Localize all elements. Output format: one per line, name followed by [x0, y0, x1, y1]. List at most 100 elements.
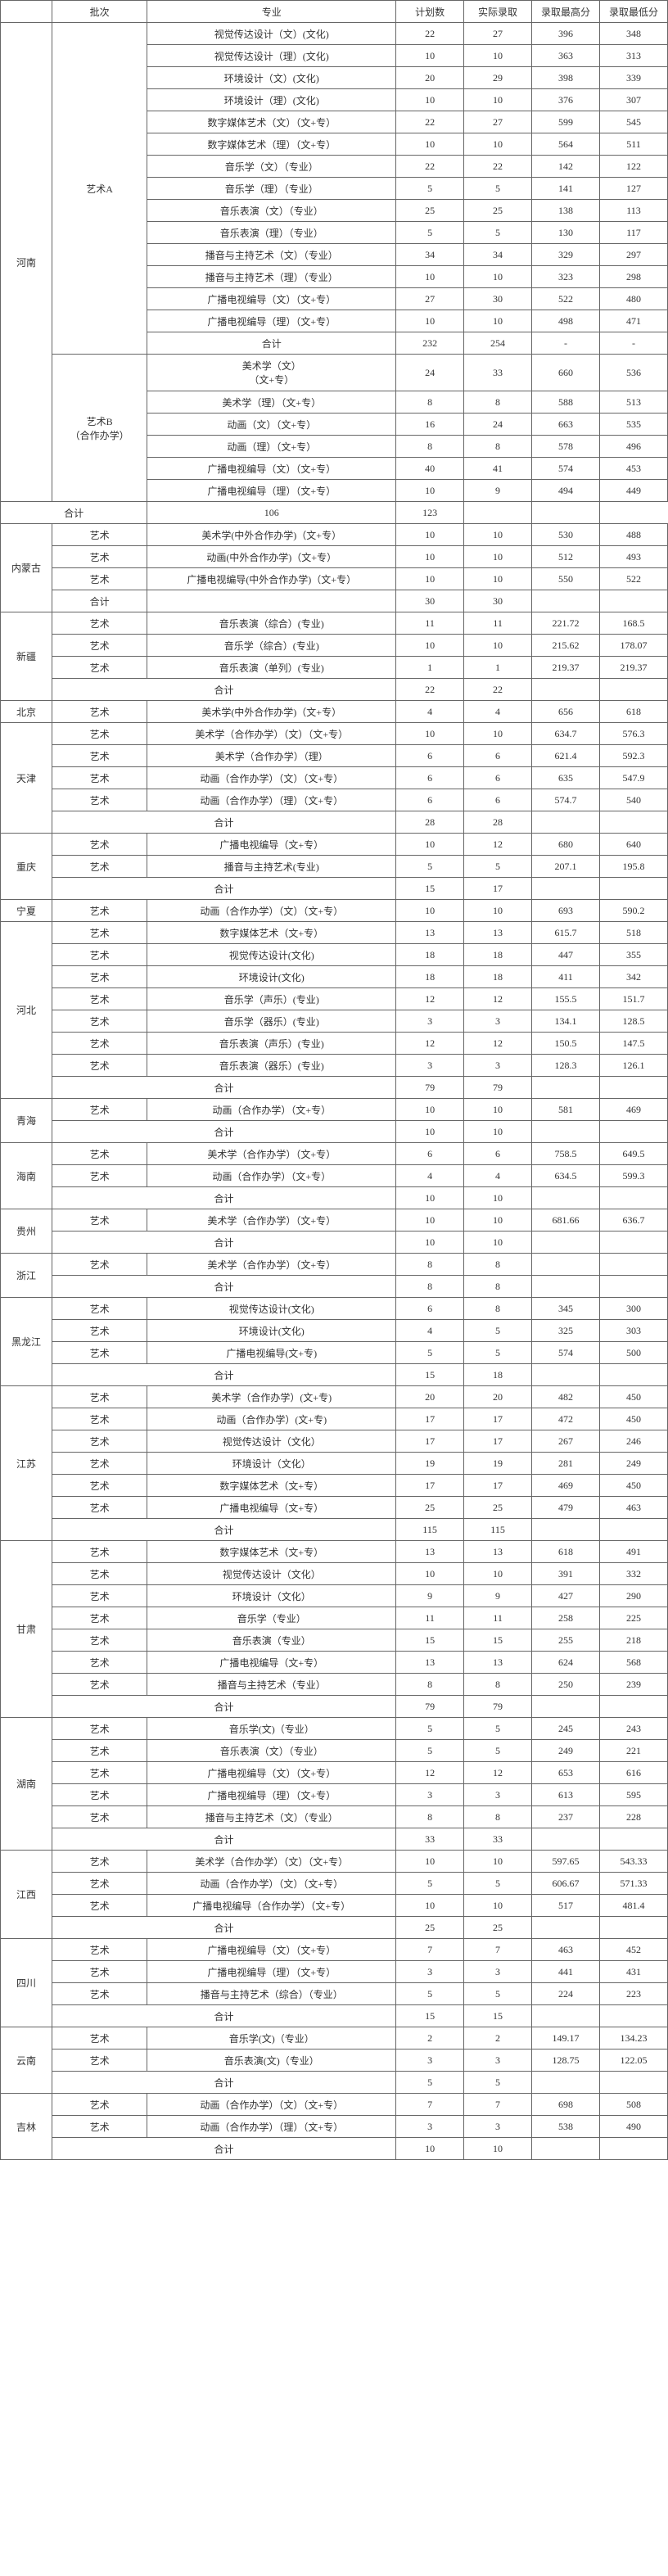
cell-batch: 艺术 [52, 1010, 147, 1033]
cell-min: 332 [600, 1563, 668, 1585]
cell-plan: 4 [396, 701, 464, 723]
cell-min: 511 [600, 133, 668, 156]
cell-plan: 40 [396, 458, 464, 480]
table-row: 甘肃艺术数字媒体艺术（文+专）1313618491 [1, 1541, 668, 1563]
cell-major: 美术学（合作办学）（理） [147, 745, 396, 767]
table-row: 艺术环境设计(文化)45325303 [1, 1320, 668, 1342]
cell-major: 美术学（文） （文+专） [147, 355, 396, 391]
cell-min: 122 [600, 156, 668, 178]
cell-actual: 8 [464, 1674, 532, 1696]
cell-plan: 5 [396, 856, 464, 878]
cell-actual: 8 [464, 1254, 532, 1276]
cell-plan: 5 [396, 178, 464, 200]
cell-max: 411 [532, 966, 600, 988]
cell-batch: 艺术 [52, 834, 147, 856]
table-row: 艺术动画(中外合作办学)（文+专）1010512493 [1, 546, 668, 568]
cell-major: 美术学（理）（文+专） [147, 391, 396, 414]
cell-plan: 22 [396, 111, 464, 133]
admissions-table: 批次 专业 计划数 实际录取 录取最高分 录取最低分 河南艺术A视觉传达设计（文… [0, 0, 668, 2160]
cell-max [532, 878, 600, 900]
cell-min: 568 [600, 1652, 668, 1674]
cell-major: 环境设计（理）(文化) [147, 89, 396, 111]
cell-province: 四川 [1, 1939, 52, 2027]
cell-major: 音乐学（文）（专业） [147, 156, 396, 178]
cell-batch: 艺术 [52, 1209, 147, 1232]
cell-actual: 10 [464, 900, 532, 922]
cell-actual: 20 [464, 1386, 532, 1408]
cell-actual: 10 [464, 1187, 532, 1209]
cell-max [532, 2072, 600, 2094]
table-row: 江苏艺术美术学（合作办学）(文+专)2020482450 [1, 1386, 668, 1408]
cell-batch: 艺术 [52, 546, 147, 568]
cell-batch: 艺术 [52, 1475, 147, 1497]
cell-min: 239 [600, 1674, 668, 1696]
cell-plan: 7 [396, 2094, 464, 2116]
cell-actual: 1 [464, 657, 532, 679]
cell-major: 广播电视编导（文+专） [147, 834, 396, 856]
cell-max: 550 [532, 568, 600, 590]
table-row: 艺术音乐表演（单列）(专业)11219.37219.37 [1, 657, 668, 679]
cell-actual: 3 [464, 1010, 532, 1033]
cell-max: - [532, 332, 600, 355]
cell-actual: 7 [464, 2094, 532, 2116]
cell-plan: 22 [396, 156, 464, 178]
cell-subtotal: 合计 [52, 1828, 395, 1851]
cell-actual: 79 [464, 1696, 532, 1718]
cell-actual: 6 [464, 745, 532, 767]
cell-max: 258 [532, 1607, 600, 1629]
cell-max: 597.65 [532, 1851, 600, 1873]
cell-min: 300 [600, 1298, 668, 1320]
cell-max [532, 1364, 600, 1386]
cell-plan: 15 [396, 1629, 464, 1652]
cell-min [600, 1828, 668, 1851]
cell-min [600, 1187, 668, 1209]
table-row: 艺术动画（合作办学）（文）（文+专）55606.67571.33 [1, 1873, 668, 1895]
cell-major: 音乐表演（综合）(专业) [147, 612, 396, 635]
cell-max: 512 [532, 546, 600, 568]
table-row: 黑龙江艺术视觉传达设计(文化)68345300 [1, 1298, 668, 1320]
cell-batch: 艺术 [52, 1784, 147, 1806]
cell-max: 530 [532, 524, 600, 546]
header-batch: 批次 [52, 1, 147, 23]
cell-major: 音乐表演（声乐）(专业) [147, 1033, 396, 1055]
cell-max: 498 [532, 310, 600, 332]
cell-major: 美术学（合作办学）（文）（文+专） [147, 1851, 396, 1873]
cell-min [600, 1077, 668, 1099]
table-row: 艺术数字媒体艺术（文+专）1717469450 [1, 1475, 668, 1497]
cell-batch: 艺术 [52, 2116, 147, 2138]
cell-major: 广播电视编导(中外合作办学)（文+专） [147, 568, 396, 590]
cell-max [532, 1187, 600, 1209]
cell-actual: 3 [464, 1784, 532, 1806]
cell-max: 221.72 [532, 612, 600, 635]
cell-plan: 20 [396, 67, 464, 89]
cell-actual: 9 [464, 480, 532, 502]
cell-major: 动画（合作办学）（文）（文+专） [147, 2094, 396, 2116]
table-row: 艺术音乐表演（器乐）(专业)33128.3126.1 [1, 1055, 668, 1077]
cell-plan: 15 [396, 878, 464, 900]
cell-major [147, 590, 396, 612]
cell-major: 动画（合作办学）（文）（文+专） [147, 1873, 396, 1895]
cell-max: 624 [532, 1652, 600, 1674]
cell-max: 224 [532, 1983, 600, 2005]
cell-batch: 艺术 [52, 1585, 147, 1607]
cell-max: 237 [532, 1806, 600, 1828]
cell-max: 469 [532, 1475, 600, 1497]
cell-max: 245 [532, 1718, 600, 1740]
cell-plan: 15 [396, 1364, 464, 1386]
cell-min: 571.33 [600, 1873, 668, 1895]
cell-batch: 艺术 [52, 966, 147, 988]
cell-actual: 33 [464, 1828, 532, 1851]
cell-plan: 25 [396, 1497, 464, 1519]
cell-plan: 6 [396, 789, 464, 811]
table-row: 艺术播音与主持艺术(专业)55207.1195.8 [1, 856, 668, 878]
cell-min: 339 [600, 67, 668, 89]
cell-actual: 18 [464, 966, 532, 988]
cell-plan: 6 [396, 745, 464, 767]
table-row: 艺术播音与主持艺术（文）（专业）88237228 [1, 1806, 668, 1828]
cell-major: 环境设计(文化) [147, 966, 396, 988]
table-row: 艺术动画（合作办学）(文+专)1717472450 [1, 1408, 668, 1430]
cell-plan: 5 [396, 1983, 464, 2005]
cell-max [532, 1696, 600, 1718]
cell-province: 内蒙古 [1, 524, 52, 612]
cell-major: 播音与主持艺术（文）（专业） [147, 244, 396, 266]
